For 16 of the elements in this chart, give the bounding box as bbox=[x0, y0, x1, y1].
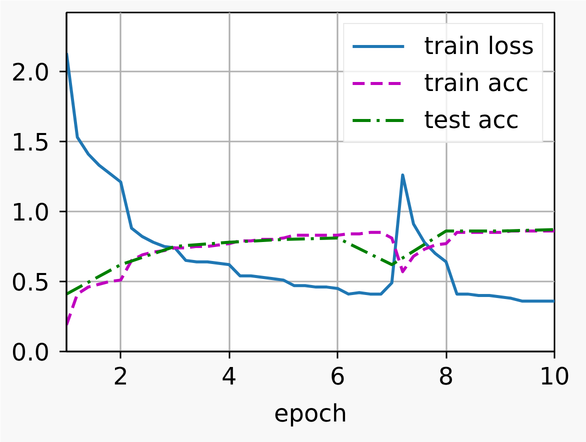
y-tick-label: 2.0 bbox=[11, 58, 50, 86]
y-tick-label: 1.0 bbox=[11, 198, 50, 226]
legend-label: train loss bbox=[424, 32, 534, 60]
legend-label: train acc bbox=[424, 69, 529, 97]
x-tick-label: 10 bbox=[539, 362, 570, 390]
x-axis-title: epoch bbox=[274, 400, 348, 428]
line-series bbox=[66, 230, 554, 326]
y-tick-label: 0.0 bbox=[11, 338, 50, 366]
y-tick-label: 1.5 bbox=[11, 128, 50, 156]
x-tick-label: 2 bbox=[113, 362, 128, 390]
x-tick-label: 8 bbox=[438, 362, 454, 390]
x-tick-label: 4 bbox=[222, 362, 237, 390]
y-tick-label: 0.5 bbox=[11, 268, 50, 296]
legend-label: test acc bbox=[424, 106, 519, 134]
line-series bbox=[66, 228, 554, 296]
x-tick-label: 6 bbox=[330, 362, 346, 390]
